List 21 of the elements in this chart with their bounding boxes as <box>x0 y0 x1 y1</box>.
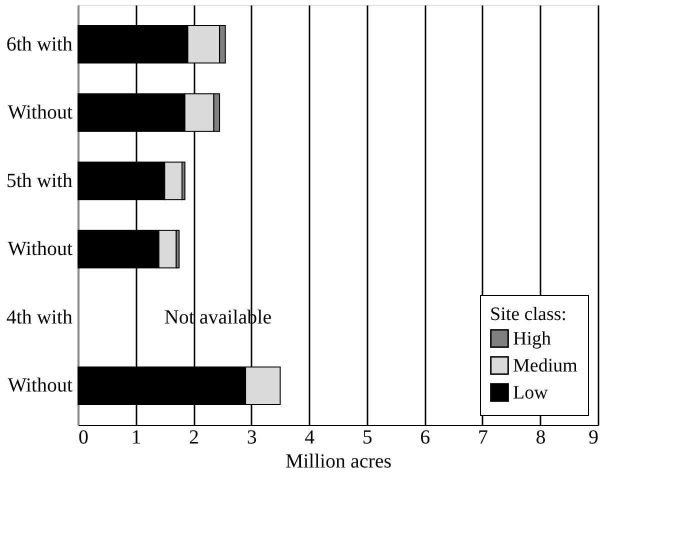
x-tick-label: 5 <box>362 426 372 448</box>
x-tick-label: 1 <box>131 426 142 448</box>
legend-label: Medium <box>513 356 578 376</box>
x-tick-label: 8 <box>536 426 546 448</box>
legend-title: Site class: <box>490 304 567 325</box>
x-tick-label: 7 <box>478 426 488 448</box>
y-tick-label: 4th with <box>6 306 72 328</box>
x-tick-label: 9 <box>588 426 598 448</box>
y-tick-label: 5th with <box>6 170 72 192</box>
x-tick-label: 0 <box>78 426 88 448</box>
y-tick-label: Without <box>8 102 73 124</box>
x-tick-label: 2 <box>189 426 200 448</box>
legend-label: High <box>513 328 552 350</box>
x-tick-label: 4 <box>304 426 315 448</box>
legend-label: Low <box>513 382 548 404</box>
x-axis-title: Million acres <box>285 450 392 472</box>
x-tick-label: 3 <box>246 426 257 448</box>
y-tick-label: 6th with <box>6 33 72 56</box>
y-tick-label: Without <box>8 238 73 260</box>
y-tick-label: Without <box>8 374 73 397</box>
x-tick-label: 6 <box>420 426 430 448</box>
